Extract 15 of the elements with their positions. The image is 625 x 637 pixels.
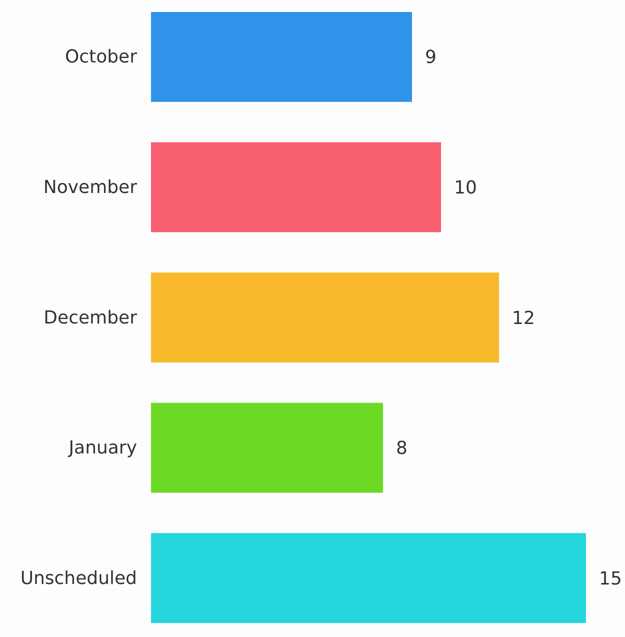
bar <box>151 533 586 623</box>
data-label: 15 <box>599 568 622 590</box>
bar <box>151 142 441 232</box>
y-tick-label: Unscheduled <box>20 568 137 589</box>
y-tick-label: October <box>64 46 138 68</box>
y-tick-label: December <box>44 307 138 328</box>
bar <box>151 402 383 493</box>
data-label: 9 <box>425 47 436 68</box>
bar <box>151 272 499 362</box>
y-tick-label: November <box>43 176 138 198</box>
data-label: 10 <box>454 178 477 199</box>
bar <box>151 12 412 102</box>
y-tick-label: January <box>68 438 138 459</box>
data-label: 12 <box>512 308 535 329</box>
data-label: 8 <box>396 438 408 460</box>
